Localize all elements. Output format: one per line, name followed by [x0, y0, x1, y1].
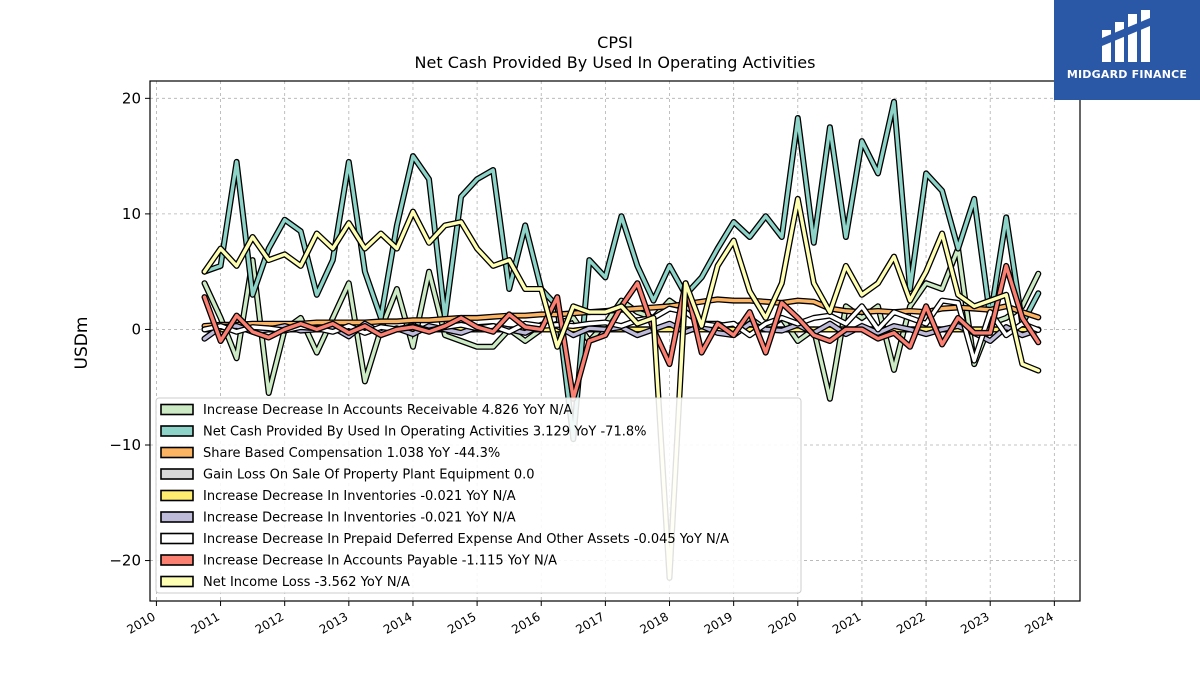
x-tick-label-8: 2018	[638, 609, 671, 636]
x-ticks: 2010 2011 2012 2013 2014 2015 2016 2017 2018 2019…	[124, 601, 1056, 637]
chart-subtitle: Net Cash Provided By Used In Operating A…	[415, 53, 816, 72]
legend-label-5: Increase Decrease In Inventories -0.021 …	[203, 511, 516, 526]
series-1	[201, 98, 1042, 443]
y-ticks: −20 −10 0 10 20	[109, 89, 150, 570]
legend-label-2: Share Based Compensation 1.038 YoY -44.3…	[203, 446, 500, 461]
legend-label-1: Net Cash Provided By Used In Operating A…	[203, 425, 646, 440]
y-axis-label: USDm	[72, 317, 92, 370]
chart-title: CPSI	[597, 33, 633, 52]
legend-swatch-2	[160, 446, 194, 459]
x-tick-label-5: 2015	[445, 609, 478, 636]
plot-frame	[149, 80, 1081, 602]
series-line-1	[202, 100, 1040, 441]
midgard-finance-logo: MIDGARD FINANCE	[1054, 0, 1200, 100]
legend-entries: Increase Decrease In Accounts Receivable…	[160, 403, 729, 590]
legend-swatch-3	[160, 468, 194, 480]
legend-swatch-1	[160, 425, 194, 437]
x-tick-label-9: 2019	[702, 609, 735, 636]
x-tick-label-7: 2017	[573, 609, 606, 636]
legend-swatch-4	[160, 489, 194, 502]
x-tick-label-14: 2024	[1022, 609, 1055, 636]
legend-label-4: Increase Decrease In Inventories -0.021 …	[203, 489, 516, 504]
legend-swatch-0	[160, 403, 194, 416]
x-tick-label-3: 2013	[317, 609, 350, 636]
x-tick-label-6: 2016	[509, 609, 542, 636]
y-tick-label-1: −10	[109, 436, 141, 454]
legend-swatch-6	[160, 532, 194, 545]
midgard-logo-icon	[1102, 10, 1150, 62]
x-tick-label-0: 2010	[124, 609, 157, 636]
y-tick-label-2: 0	[131, 320, 141, 338]
y-tick-label-4: 20	[122, 89, 141, 107]
legend-box	[155, 397, 802, 594]
x-tick-label-1: 2011	[189, 609, 222, 636]
legend-swatch-5	[160, 511, 194, 523]
logo-text: MIDGARD FINANCE	[1066, 68, 1188, 81]
legend: Increase Decrease In Accounts Receivable…	[155, 397, 802, 594]
x-tick-label-12: 2022	[894, 609, 927, 636]
x-tick-label-13: 2023	[958, 609, 991, 636]
series-8	[201, 195, 1042, 581]
legend-label-3: Gain Loss On Sale Of Property Plant Equi…	[203, 468, 535, 483]
y-tick-label-3: 10	[122, 205, 141, 223]
y-tick-label-0: −20	[109, 552, 141, 570]
x-tick-label-4: 2014	[381, 609, 414, 636]
legend-label-7: Increase Decrease In Accounts Payable -1…	[203, 554, 557, 569]
legend-label-8: Net Income Loss -3.562 YoY N/A	[203, 575, 410, 590]
series-line-0	[202, 246, 1040, 401]
x-tick-label-10: 2020	[766, 609, 799, 636]
series-lines	[201, 98, 1042, 581]
legend-label-0: Increase Decrease In Accounts Receivable…	[203, 403, 572, 418]
x-tick-label-11: 2021	[830, 609, 863, 636]
x-tick-label-2: 2012	[253, 609, 286, 636]
legend-swatch-8	[160, 575, 194, 588]
series-line-8	[202, 197, 1040, 580]
series-0	[201, 245, 1042, 402]
legend-swatch-7	[160, 554, 194, 566]
legend-label-6: Increase Decrease In Prepaid Deferred Ex…	[203, 532, 729, 547]
